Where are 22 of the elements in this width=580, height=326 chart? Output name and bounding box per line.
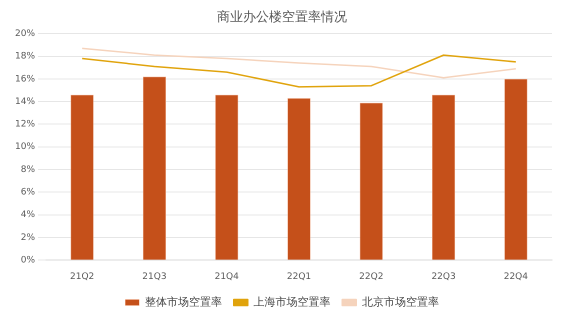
- y-tick-label: 18%: [14, 52, 36, 62]
- x-tick-label: 21Q2: [70, 272, 94, 282]
- x-tick-label: 21Q3: [142, 272, 167, 282]
- chart-title: 商业办公楼空置率情况: [217, 9, 347, 26]
- y-tick-label: 12%: [14, 120, 36, 130]
- y-tick-label: 20%: [14, 28, 36, 39]
- legend-label: 上海市场空置率: [253, 295, 330, 308]
- y-tick-label: 0%: [20, 256, 36, 266]
- y-tick-label: 16%: [14, 74, 36, 84]
- x-tick-label: 21Q4: [214, 272, 240, 282]
- legend-label: 北京市场空置率: [362, 295, 439, 308]
- y-tick-label: 14%: [14, 96, 36, 107]
- x-tick-label: 22Q4: [504, 272, 528, 282]
- x-tick-label: 22Q1: [286, 272, 312, 282]
- y-tick-label: 4%: [20, 210, 36, 220]
- legend-label: 整体市场空置率: [144, 295, 222, 308]
- y-tick-label: 6%: [20, 188, 36, 198]
- y-tick-label: 10%: [14, 142, 36, 152]
- x-tick-label: 22Q2: [359, 272, 384, 282]
- y-tick-label: 2%: [20, 232, 36, 243]
- x-tick-label: 22Q3: [431, 272, 456, 282]
- y-tick-label: 8%: [20, 164, 36, 175]
